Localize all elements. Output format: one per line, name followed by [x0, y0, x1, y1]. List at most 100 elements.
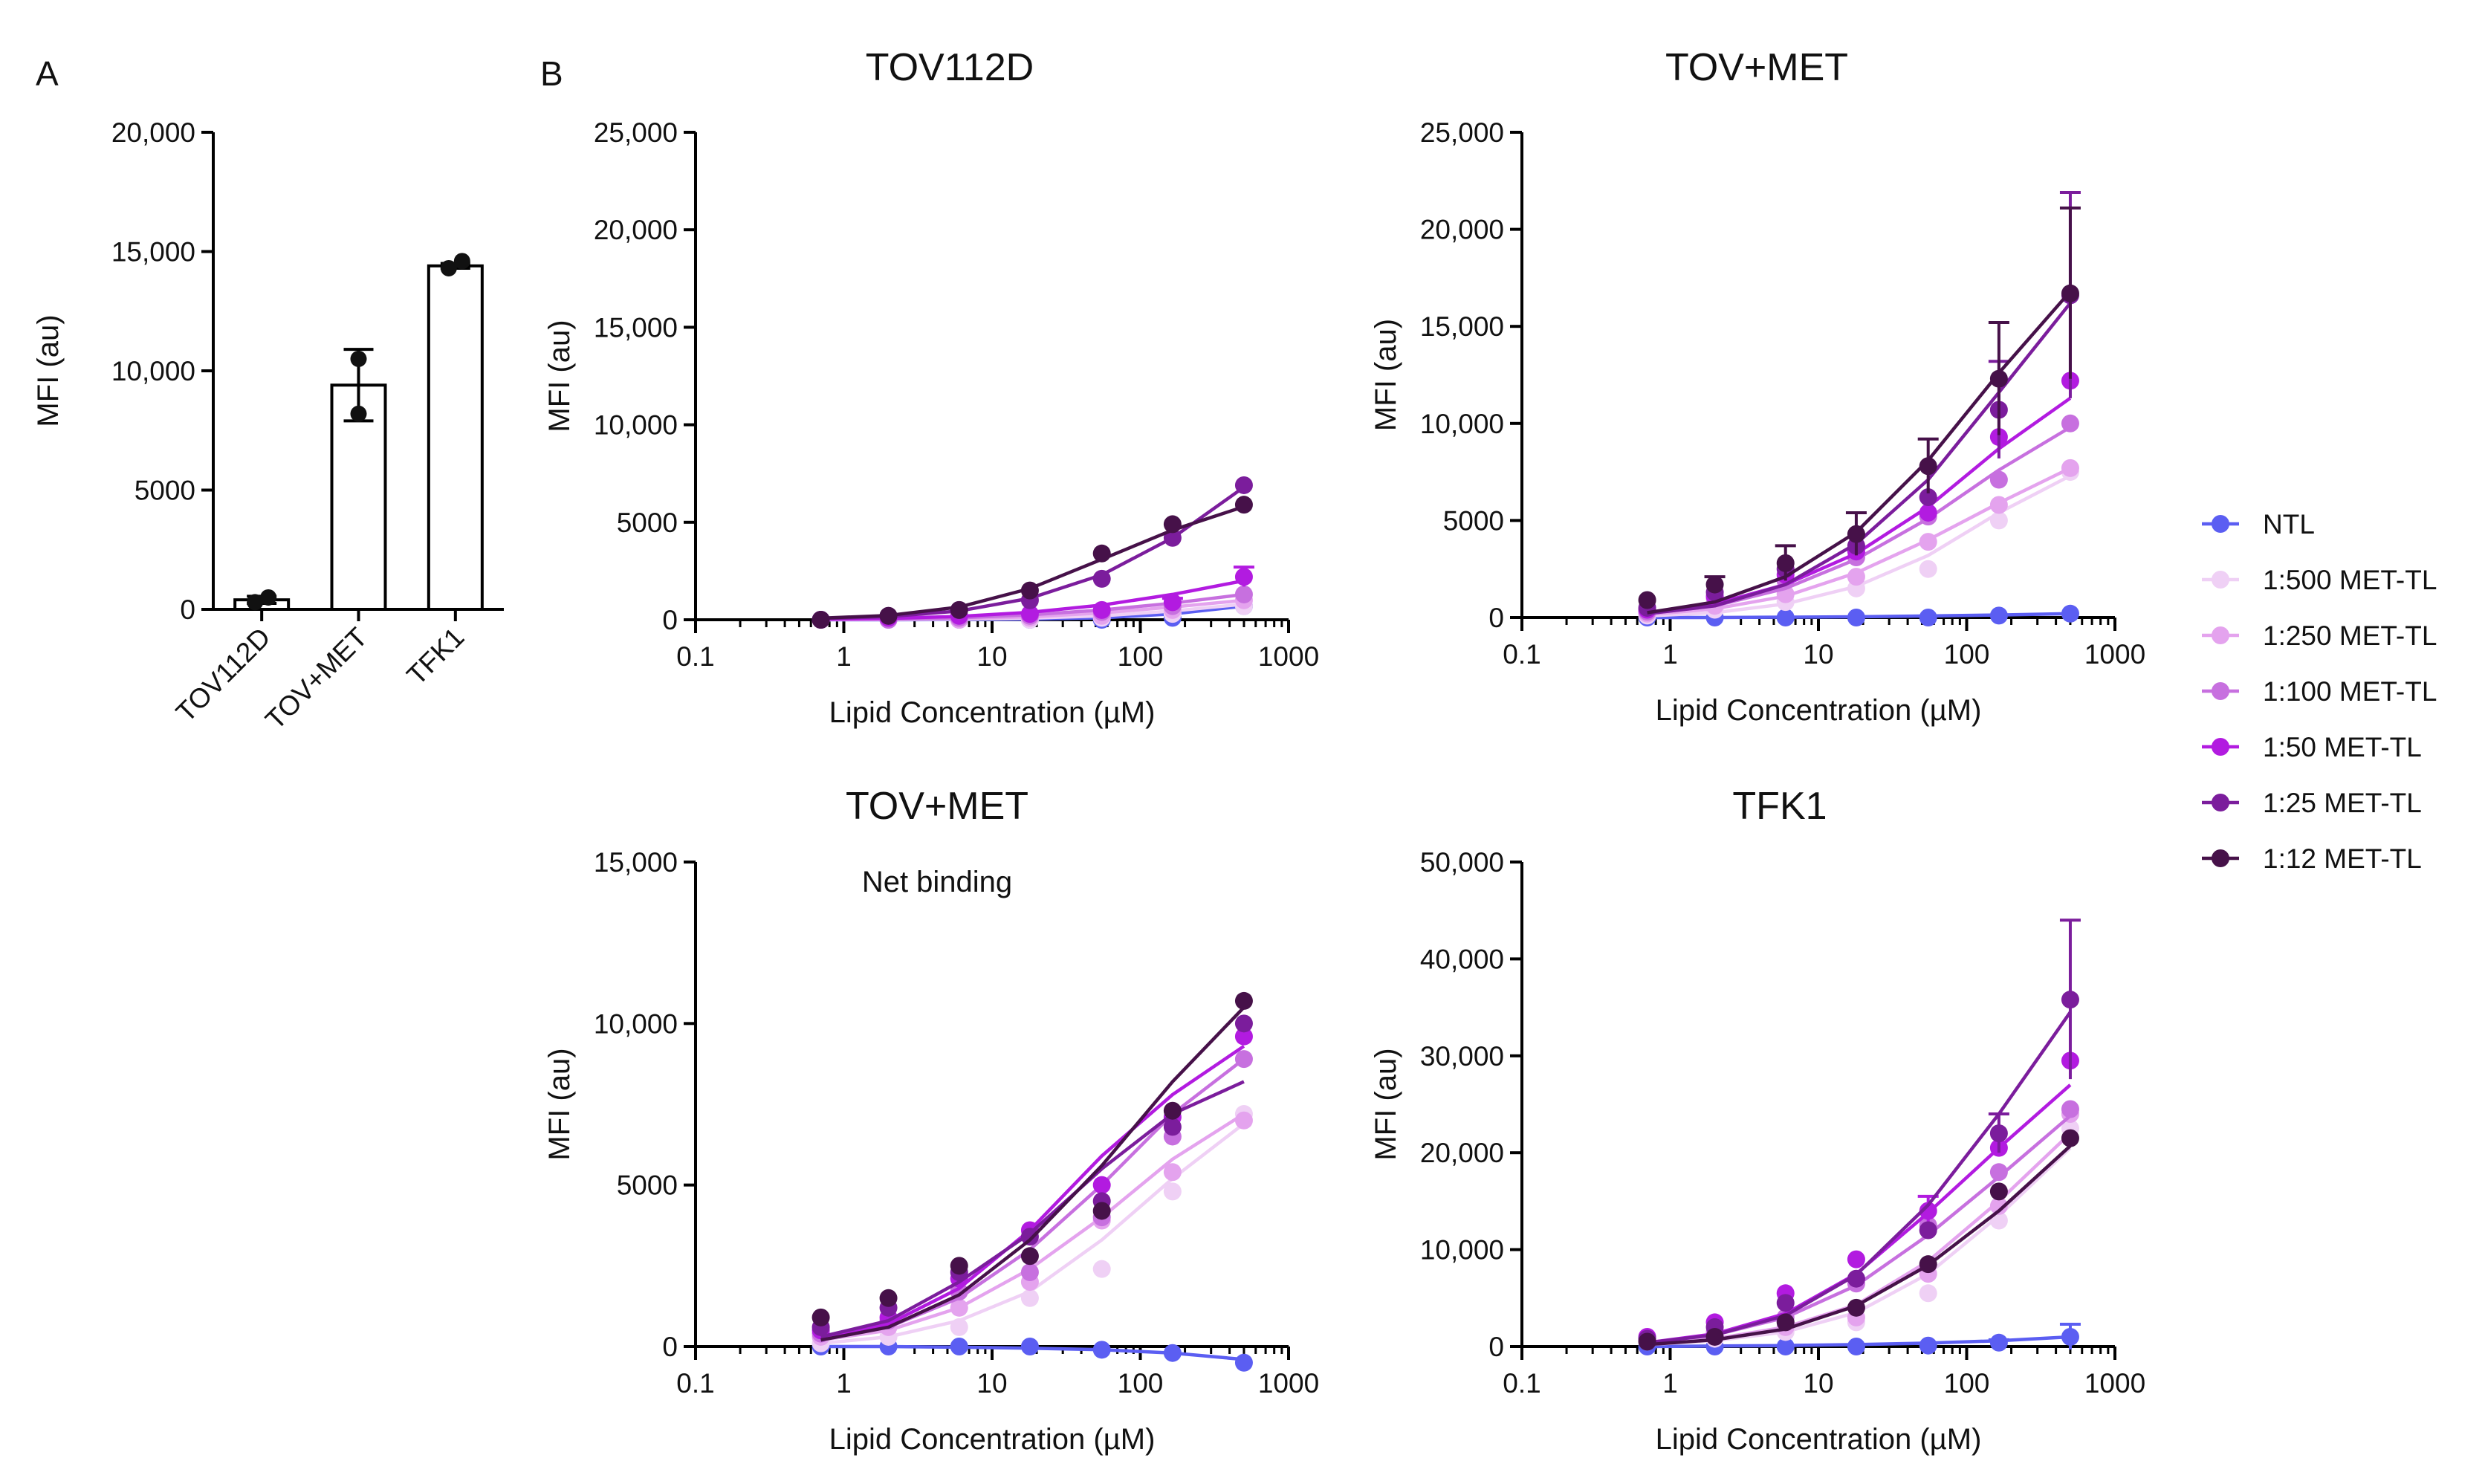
panel-a-letter: A — [36, 54, 59, 93]
y-tick-label: 10,000 — [594, 1008, 678, 1039]
x-tick-label: TOV+MET — [259, 622, 373, 736]
data-point-1-12-met-tl — [879, 1289, 898, 1307]
legend-swatch-marker — [2212, 738, 2229, 756]
data-point-1-12-met-tl — [2061, 284, 2079, 302]
data-point-ntl — [1234, 1353, 1253, 1372]
x-tick-label: 100 — [1944, 639, 1990, 670]
y-tick-label: 30,000 — [1420, 1041, 1504, 1072]
x-axis-label: Lipid Concentration (µM) — [829, 696, 1156, 729]
legend-label: 1:500 MET-TL — [2263, 565, 2437, 595]
chart-title: TOV+MET — [1665, 46, 1848, 89]
data-point-ntl — [1989, 606, 2008, 625]
legend-entry-1-25-met-tl: 1:25 MET-TL — [2202, 788, 2422, 818]
y-axis-label: MFI (au) — [543, 1048, 576, 1160]
data-point-1-50-met-tl — [1847, 1250, 1865, 1268]
data-point-1-50-met-tl — [1919, 503, 1937, 522]
axes: 0 5000 10,000 15,000 20,000 25,000 0.1 1 10 100 10… — [1370, 117, 2145, 727]
data-point-1-12-met-tl — [1638, 591, 1656, 609]
fit-curve-1-12-met-tl — [820, 1006, 1245, 1342]
legend-label: 1:250 MET-TL — [2263, 621, 2437, 651]
data-point-1-12-met-tl — [1163, 515, 1182, 534]
y-tick-label: 5000 — [617, 508, 678, 538]
y-tick-label: 0 — [1488, 1332, 1504, 1362]
y-tick-label: 20,000 — [1420, 1138, 1504, 1168]
data-point-1-12-met-tl — [879, 606, 898, 625]
y-tick-label: 15,000 — [111, 237, 195, 268]
data-point-1-50-met-tl — [1163, 593, 1182, 612]
data-point-1-25-met-tl — [1919, 488, 1937, 507]
data-point-1-100-met-tl — [1234, 585, 1253, 603]
data-point-1-50-met-tl — [1234, 1027, 1253, 1046]
legend: NTL 1:500 MET-TL 1:250 MET-TL 1:100 MET-TL 1… — [2202, 509, 2437, 874]
data-point-1-12-met-tl — [1020, 1247, 1039, 1266]
data-point-1-12-met-tl — [1776, 1313, 1795, 1332]
data-point-1-25-met-tl — [1234, 1014, 1253, 1033]
chart-title: TFK1 — [1732, 785, 1827, 828]
y-tick-label: 25,000 — [1420, 117, 1504, 148]
data-point-1-12-met-tl — [950, 600, 968, 619]
x-tick-label: 1 — [1662, 1368, 1678, 1399]
x-tick-label: 1000 — [2084, 1368, 2145, 1399]
data-point-1-500-met-tl — [1919, 560, 1937, 578]
y-tick-label: 40,000 — [1420, 944, 1504, 974]
data-point-ntl — [1163, 1344, 1182, 1362]
data-point-1-12-met-tl — [950, 1257, 968, 1275]
legend-label: 1:25 MET-TL — [2263, 788, 2422, 818]
fit-curve-1-25-met-tl — [1647, 302, 2072, 616]
legend-label: 1:12 MET-TL — [2263, 843, 2422, 874]
y-tick-label: 0 — [662, 1332, 678, 1362]
x-tick-label: 0.1 — [676, 1368, 714, 1399]
data-point-1-250-met-tl — [950, 1298, 968, 1317]
y-tick-label: 0 — [1488, 603, 1504, 633]
data-point-ntl — [1919, 609, 1937, 626]
data-point-1-12-met-tl — [1989, 1182, 2008, 1201]
x-axis-label: Lipid Concentration (µM) — [1656, 1423, 1982, 1456]
bar-tov-met — [330, 383, 387, 611]
x-tick-label: 100 — [1944, 1368, 1990, 1399]
y-tick-label: 5000 — [617, 1170, 678, 1201]
data-point-tov112d — [260, 589, 277, 606]
x-tick-label: 1000 — [2084, 639, 2145, 670]
data-point-1-100-met-tl — [1989, 1163, 2008, 1182]
data-point-ntl — [2061, 1327, 2079, 1346]
data-point-1-250-met-tl — [1847, 568, 1865, 586]
data-point-1-50-met-tl — [1020, 605, 1039, 623]
x-tick-label: 0.1 — [1503, 1368, 1540, 1399]
axes: 0 10,000 20,000 30,000 40,000 50,000 0.1 1 10 100… — [1370, 847, 2145, 1456]
legend-entry-1-12-met-tl: 1:12 MET-TL — [2202, 843, 2422, 874]
x-tick-label: 100 — [1118, 641, 1164, 672]
chart-b4-tfk1: TFK1 0 10,000 20,000 30,000 40,000 50,000 0.1 1 1… — [1370, 785, 2145, 1456]
data-point-1-25-met-tl — [1919, 1221, 1937, 1240]
bar-tfk1 — [427, 264, 484, 611]
legend-label: NTL — [2263, 509, 2315, 540]
data-point-1-12-met-tl — [1638, 1332, 1656, 1351]
data-point-1-12-met-tl — [1092, 544, 1111, 563]
series-1-12-met-tl — [811, 991, 1253, 1342]
data-point-1-12-met-tl — [1705, 1327, 1724, 1346]
x-tick-label: 1 — [836, 1368, 852, 1399]
data-point-1-12-met-tl — [1847, 1298, 1865, 1317]
legend-swatch-marker — [2212, 571, 2229, 589]
x-tick-label: 0.1 — [1503, 639, 1540, 670]
data-point-ntl — [1847, 1338, 1865, 1355]
data-point-ntl — [1020, 1338, 1039, 1355]
data-point-tfk1 — [453, 253, 470, 270]
y-axis-label: MFI (au) — [543, 320, 576, 432]
axes: 0 5000 10,000 15,000 0.1 1 10 100 1000 Lipid Conc… — [543, 847, 1319, 1456]
data-point-1-50-met-tl — [1234, 568, 1253, 586]
data-point-1-12-met-tl — [811, 611, 830, 629]
data-point-ntl — [1092, 1341, 1111, 1359]
data-point-1-12-met-tl — [1847, 525, 1865, 543]
data-point-1-12-met-tl — [811, 1308, 830, 1326]
data-point-1-100-met-tl — [2061, 414, 2079, 432]
data-point-1-25-met-tl — [2061, 991, 2079, 1009]
y-tick-label: 10,000 — [111, 356, 195, 386]
y-tick-label: 25,000 — [594, 117, 678, 148]
chart-b3-tov-met-net: TOV+MET Net binding 0 5000 10,000 15,000 0.1 1 1… — [543, 785, 1319, 1456]
data-point-1-50-met-tl — [1092, 1176, 1111, 1194]
series-ntl — [811, 1338, 1253, 1372]
series-1-12-met-tl — [1638, 1129, 2079, 1351]
y-tick-label: 20,000 — [1420, 215, 1504, 245]
